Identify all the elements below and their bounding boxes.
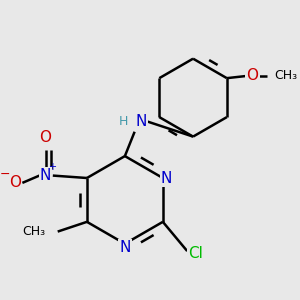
- Text: CH₃: CH₃: [22, 225, 46, 238]
- Text: N: N: [119, 240, 130, 255]
- Text: N: N: [40, 168, 51, 183]
- Text: O: O: [9, 176, 21, 190]
- Text: N: N: [161, 170, 172, 185]
- Text: N: N: [135, 115, 146, 130]
- Text: CH₃: CH₃: [274, 69, 297, 82]
- Text: +: +: [48, 162, 56, 172]
- Text: Cl: Cl: [188, 246, 203, 261]
- Text: −: −: [0, 168, 11, 181]
- Text: H: H: [119, 116, 128, 128]
- Text: O: O: [40, 130, 52, 145]
- Text: O: O: [246, 68, 258, 83]
